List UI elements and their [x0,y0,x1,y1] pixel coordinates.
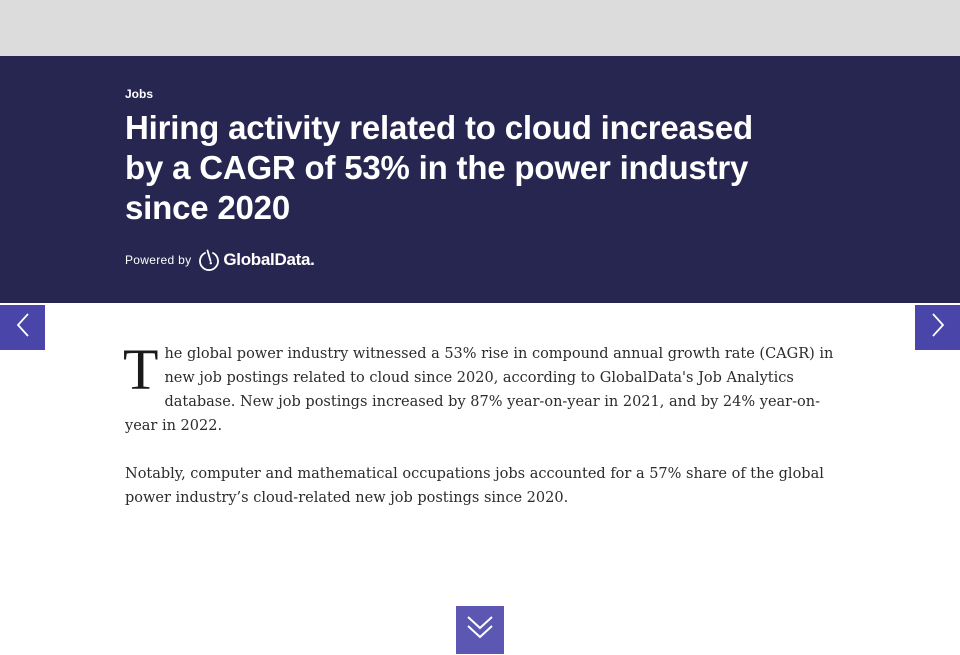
chevron-left-icon [15,312,31,343]
globaldata-brand-name[interactable]: GlobalData. [223,250,315,269]
powered-by: Powered by GlobalData. [125,247,315,273]
article-headline: Hiring activity related to cloud increas… [125,109,753,226]
previous-article-button[interactable] [0,305,45,350]
paragraph-2-text: Notably, computer and mathematical occup… [125,466,824,506]
article-header: Jobs Hiring activity related to cloud in… [0,56,960,303]
next-article-button[interactable] [915,305,960,350]
double-chevron-down-icon [465,613,495,648]
chevron-right-icon [930,312,946,343]
globaldata-logo-icon [199,248,220,272]
dropcap: T [123,337,159,402]
paragraph-1-text: he global power industry witnessed a 53%… [125,346,834,434]
top-bar [0,0,960,56]
scroll-down-button[interactable] [456,606,504,654]
category-label[interactable]: Jobs [125,87,154,101]
powered-by-label: Powered by [125,253,192,267]
